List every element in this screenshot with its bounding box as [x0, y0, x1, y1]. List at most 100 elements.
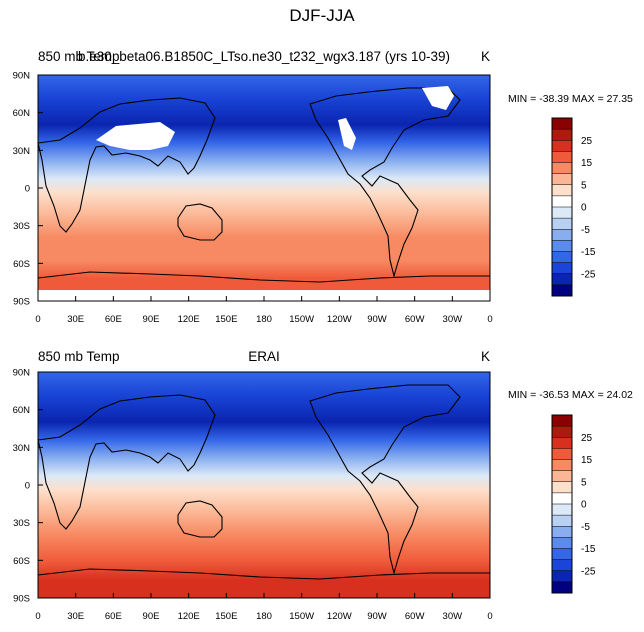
colorbar-2: 25 15 5 0 -5 -15 -25 — [551, 414, 596, 594]
panel-2-x-tick-label: 30W — [443, 611, 463, 622]
panel-1-right-label: K — [481, 49, 490, 64]
colorbar-2-swatch — [552, 570, 572, 583]
panel-1: 850 mb Temp b.e30_beta06.B1850C_LTso.ne3… — [13, 49, 633, 325]
panel-1-x-tick-label: 0 — [487, 314, 492, 325]
panel-2-right-label: K — [481, 349, 490, 364]
colorbar-2-tick-label: -15 — [581, 544, 596, 555]
colorbar-1-swatch — [552, 262, 572, 275]
panel-2-x-tick-label: 90E — [143, 611, 160, 622]
colorbar-2-tick-label: 5 — [581, 477, 587, 488]
colorbar-2-swatch — [552, 481, 572, 494]
panel-1-field — [38, 75, 490, 301]
panel-2-y-tick-label: 60N — [13, 405, 31, 416]
colorbar-2-tick-label: 25 — [581, 433, 593, 444]
panel-1-missing-antarctica — [38, 290, 490, 301]
panel-1-x-tick-label: 150W — [289, 314, 314, 325]
colorbar-1-swatch — [552, 218, 572, 230]
panel-1-coast-eurasia-africa — [37, 97, 216, 233]
panel-1-x-tick-label: 60W — [405, 314, 425, 325]
panel-2-x-tick-label: 120W — [327, 611, 352, 622]
colorbar-1-swatch — [552, 251, 572, 263]
colorbar-2-swatch — [552, 504, 572, 516]
colorbar-2-tick-label: 15 — [581, 455, 593, 466]
panel-1-x-tick-label: 30E — [67, 314, 84, 325]
panel-1-x-tick-label: 60E — [105, 314, 122, 325]
panel-2-y-tick-label: 30S — [13, 518, 30, 529]
colorbar-1-swatch — [552, 140, 572, 152]
colorbar-1-tick-label: 15 — [581, 158, 593, 169]
panel-1-y-tick-label: 90S — [13, 297, 30, 308]
panel-2-y-tick-label: 60S — [13, 556, 30, 567]
panel-2-y-tick-label: 0 — [25, 481, 30, 492]
panel-1-coast-americas — [309, 87, 461, 279]
colorbar-2-swatch — [552, 559, 572, 572]
panel-2-x-tick-label: 60E — [105, 611, 122, 622]
panel-2-x-tick-label: 90W — [367, 611, 387, 622]
panel-1-x-tick-label: 180 — [256, 314, 272, 325]
panel-1-x-tick-label: 30W — [443, 314, 463, 325]
panel-2-left-label: 850 mb Temp — [38, 349, 120, 364]
colorbar-1-tick-label: -15 — [581, 247, 596, 258]
panel-2-x-tick-label: 180 — [256, 611, 272, 622]
panel-1-stats: MIN = -38.39 MAX = 27.35 — [508, 93, 633, 105]
panel-1-coast-australia — [177, 203, 223, 241]
panel-2-x-tick-label: 150E — [215, 611, 237, 622]
panel-2-coast-eurasia-africa — [37, 394, 216, 530]
colorbar-1-frame — [551, 117, 573, 297]
panel-1-x-tick-label: 0 — [35, 314, 40, 325]
figure-title: DJF-JJA — [289, 6, 355, 25]
panel-2-y-tick-label: 30N — [13, 443, 31, 454]
panel-1-x-tick-label: 90W — [367, 314, 387, 325]
panel-2-coast-australia — [177, 500, 223, 538]
panel-2: 850 mb Temp ERAI K MIN = -36.53 MAX = 24… — [13, 349, 633, 622]
colorbar-2-swatch — [552, 515, 572, 527]
panel-1-y-tick-label: 90N — [13, 71, 31, 82]
colorbar-1-swatch — [552, 273, 572, 286]
panel-2-stats: MIN = -36.53 MAX = 24.02 — [508, 389, 633, 401]
colorbar-1-swatch — [552, 207, 572, 219]
colorbar-2-tick-label: -25 — [581, 566, 596, 577]
colorbar-2-frame — [551, 414, 573, 594]
colorbar-1-tick-label: -5 — [581, 225, 590, 236]
colorbar-1-tick-label: 25 — [581, 136, 593, 147]
panel-2-coast-americas — [309, 384, 461, 576]
panel-1-x-tick-label: 90E — [143, 314, 160, 325]
colorbar-1-swatch — [552, 184, 572, 197]
colorbar-2-swatch — [552, 459, 572, 471]
colorbar-1-tick-label: -25 — [581, 269, 596, 280]
colorbar-2-swatch — [552, 526, 572, 538]
panel-1-left-label: 850 mb Temp — [38, 49, 120, 64]
panel-2-x-axis: 0 30E 60E 90E 120E 150E 180 150W 120W 90W 60W 30W 0 — [35, 593, 493, 622]
panel-2-y-axis: 90N 60N 30N 0 30S 60S 90S — [13, 368, 43, 605]
panel-1-x-tick-label: 120E — [178, 314, 200, 325]
panel-2-x-tick-label: 0 — [35, 611, 40, 622]
panel-2-field — [38, 372, 490, 598]
panel-1-x-axis: 0 30E 60E 90E 120E 150E 180 150W 120W 90W 60W 30W 0 — [35, 296, 493, 325]
panel-1-y-tick-label: 30N — [13, 146, 31, 157]
panel-1-y-tick-label: 60N — [13, 108, 31, 119]
colorbar-1-swatch — [552, 162, 572, 174]
panel-2-x-tick-label: 150W — [289, 611, 314, 622]
panel-1-missing-himalaya — [96, 122, 175, 150]
panel-2-coast-antarctica — [37, 568, 490, 580]
colorbar-1-swatch — [552, 118, 572, 130]
colorbar-1-swatch — [552, 151, 572, 163]
panel-2-y-tick-label: 90N — [13, 368, 31, 379]
colorbar-1-tick-label: 5 — [581, 180, 587, 191]
colorbar-2-tick-label: 0 — [581, 500, 587, 511]
panel-2-x-tick-label: 120E — [178, 611, 200, 622]
colorbar-1-swatch — [552, 284, 572, 297]
panel-2-x-tick-label: 60W — [405, 611, 425, 622]
colorbar-1: 25 15 5 0 -5 -15 -25 — [551, 117, 596, 297]
panel-2-center-label: ERAI — [248, 349, 280, 364]
colorbar-2-swatch — [552, 470, 572, 483]
panel-1-missing-rockies — [338, 118, 356, 150]
panel-1-map — [37, 74, 491, 302]
colorbar-1-swatch — [552, 129, 572, 141]
colorbar-2-swatch — [552, 492, 572, 505]
panel-1-missing-data — [38, 86, 490, 301]
colorbar-1-swatch — [552, 229, 572, 241]
panel-1-center-label: b.e30_beta06.B1850C_LTso.ne30_t232_wgx3.… — [78, 49, 450, 64]
